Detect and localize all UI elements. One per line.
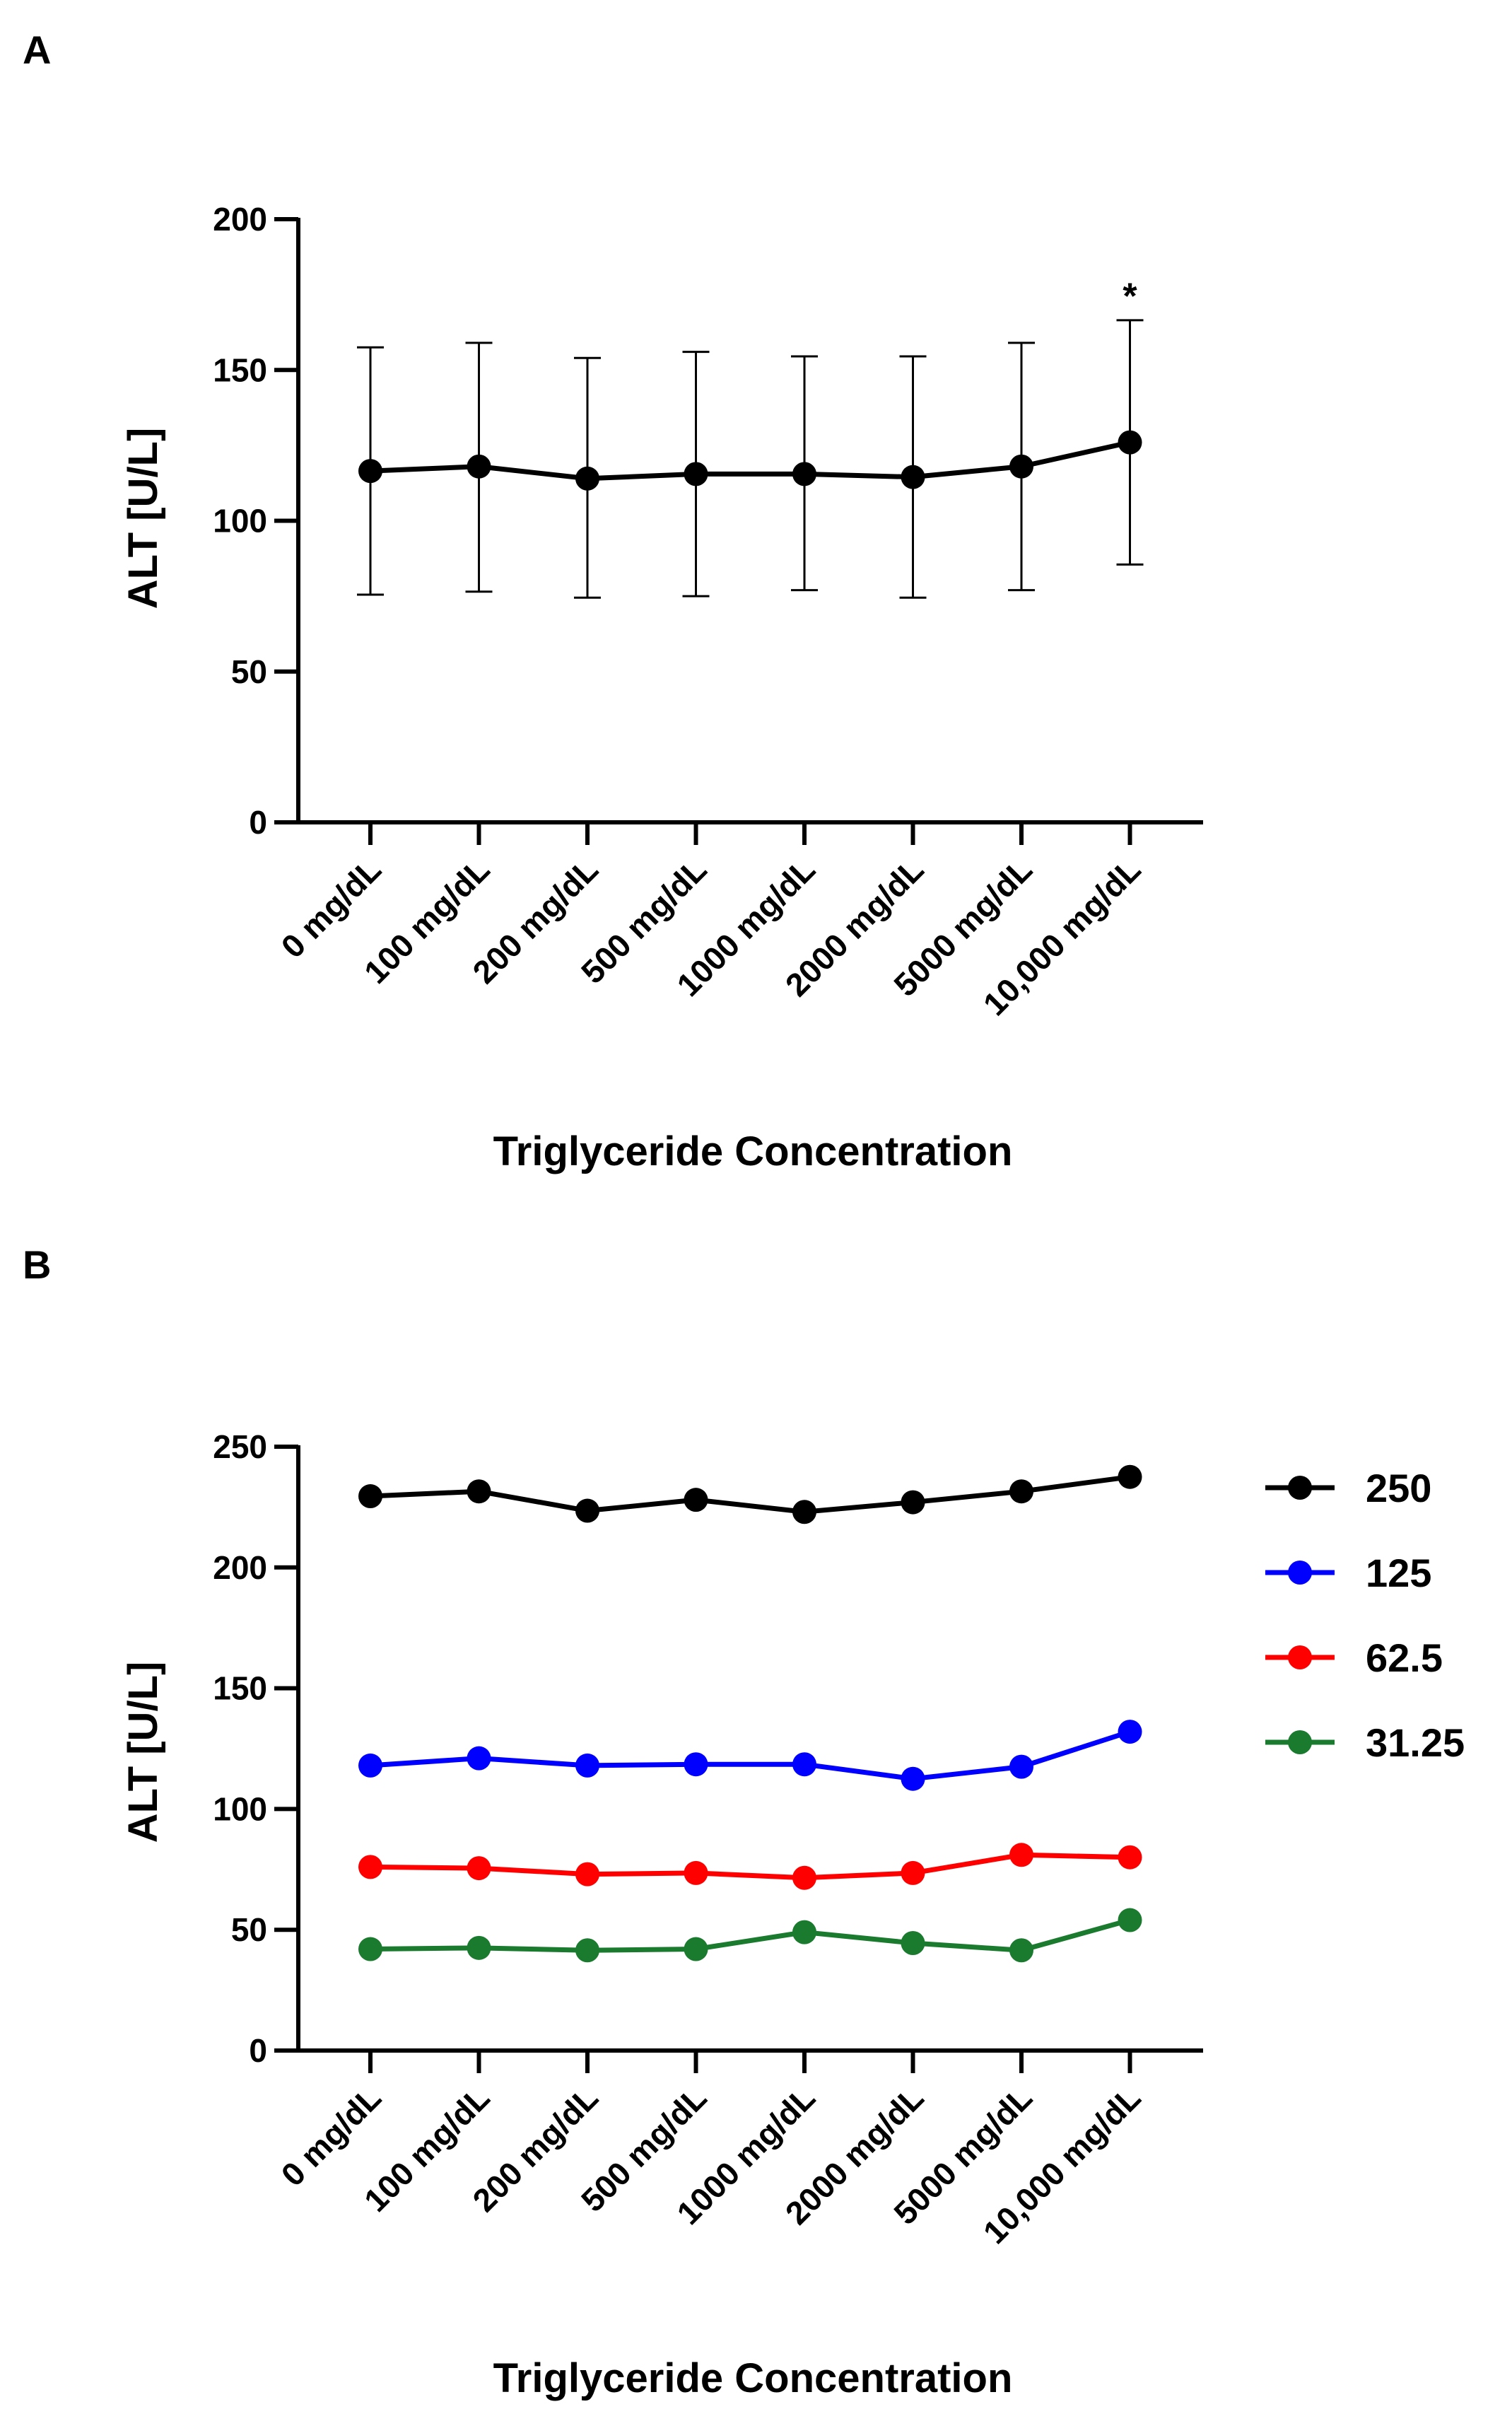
panel-b-y-tick-label: 0 (249, 2032, 267, 2069)
panel-b-data-point (901, 1766, 925, 1791)
panel-b-data-point (358, 1855, 382, 1879)
legend-swatch-marker (1288, 1476, 1312, 1500)
panel-b-series-line (370, 1474, 1130, 1515)
panel-b-data-point (1009, 1479, 1033, 1504)
panel-b-data-point (575, 1753, 599, 1778)
panel-b-y-tick-label: 100 (213, 1790, 267, 1827)
panel-a-ylabel: ALT [U/L] (120, 428, 166, 610)
panel-a-data-point (1009, 454, 1033, 479)
panel-a-x-tick-label: 0 mg/dL (274, 851, 388, 964)
panel-b-data-point (467, 1935, 491, 1960)
panel-b-data-point (792, 1920, 816, 1944)
panel-a-y-tick-label: 100 (213, 503, 267, 540)
panel-a-series-line (370, 440, 1131, 482)
panel-b-data-point (467, 1479, 491, 1504)
panel-a-y-tick-label: 200 (213, 201, 267, 238)
panel-a-data-point (792, 462, 816, 486)
panel-b-data-point (792, 1752, 816, 1777)
panel-a-significance-marker: * (1123, 276, 1137, 317)
panel-b-ylabel: ALT [U/L] (120, 1662, 166, 1843)
panel-b-letter: B (23, 1242, 51, 1287)
panel-b-data-point (575, 1938, 599, 1963)
panel-b-data-point (684, 1752, 708, 1777)
panel-b-data-point (684, 1860, 708, 1885)
panel-a-xlabel: Triglyceride Concentration (493, 1129, 1013, 1174)
panel-b-data-point (358, 1753, 382, 1778)
panel-b-data-point (901, 1490, 925, 1515)
panel-a-y-tick-label: 0 (249, 804, 267, 841)
panel-b-data-point (1118, 1464, 1142, 1489)
panel-b-y-tick-label: 250 (213, 1428, 267, 1465)
panel-b-series-line (370, 1852, 1130, 1881)
panel-b-data-point (684, 1937, 708, 1961)
panel-b-x-tick-label: 0 mg/dL (274, 2079, 388, 2193)
panel-a-data-point (358, 459, 382, 484)
legend-label: 125 (1366, 1551, 1431, 1595)
panel-b-y-tick-label: 150 (213, 1670, 267, 1707)
panel-a-letter: A (23, 28, 51, 72)
panel-a-y-tick-label: 50 (231, 653, 267, 690)
panel-b-data-point (358, 1937, 382, 1961)
panel-b-data-point (1009, 1938, 1033, 1963)
panel-a-data-point (901, 465, 925, 489)
panel-b-data-point (575, 1498, 599, 1523)
panel-b-data-point (792, 1865, 816, 1890)
panel-b-data-point (1118, 1908, 1142, 1932)
panel-b-data-point (575, 1862, 599, 1886)
panel-b-series-line (370, 1918, 1131, 1953)
legend-item: 31.25 (1265, 1720, 1465, 1765)
legend-swatch-marker (1288, 1645, 1312, 1669)
panel-b-series-line (370, 1729, 1131, 1782)
panel-b-data-point (1009, 1843, 1033, 1867)
panel-b-marks (358, 1464, 1142, 1963)
panel-b-y-tick-label: 50 (231, 1911, 267, 1948)
panel-a-y-tick-label: 150 (213, 351, 267, 388)
legend-swatch-marker (1288, 1730, 1312, 1754)
panel-b-data-point (1118, 1845, 1142, 1870)
panel-b-data-point (467, 1746, 491, 1771)
panel-b-data-point (1118, 1720, 1142, 1744)
panel-b-y-tick-label: 200 (213, 1549, 267, 1586)
panel-b-data-point (467, 1856, 491, 1881)
panel-a-data-point (1118, 430, 1142, 455)
panel-b-data-point (684, 1488, 708, 1512)
panel-a-data-point (684, 462, 708, 486)
legend-item: 62.5 (1265, 1635, 1443, 1680)
panel-b-data-point (358, 1484, 382, 1509)
legend-item: 125 (1265, 1551, 1431, 1595)
legend-label: 62.5 (1366, 1635, 1443, 1680)
panel-a-data-point (467, 454, 491, 479)
legend-swatch-marker (1288, 1561, 1312, 1585)
panel-b-data-point (1009, 1754, 1033, 1779)
panel-b-data-point (901, 1860, 925, 1885)
panel-b-data-point (792, 1500, 816, 1524)
panel-a-marks: * (357, 276, 1144, 599)
panel-a-data-point (575, 466, 599, 491)
legend-label: 250 (1366, 1466, 1431, 1510)
legend-item: 250 (1265, 1466, 1431, 1510)
panel-b-data-point (901, 1930, 925, 1955)
panel-b-xlabel: Triglyceride Concentration (493, 2355, 1013, 2401)
panel-b-legend: 250 125 62.5 31.25 (1265, 1466, 1465, 1765)
legend-label: 31.25 (1366, 1720, 1465, 1765)
